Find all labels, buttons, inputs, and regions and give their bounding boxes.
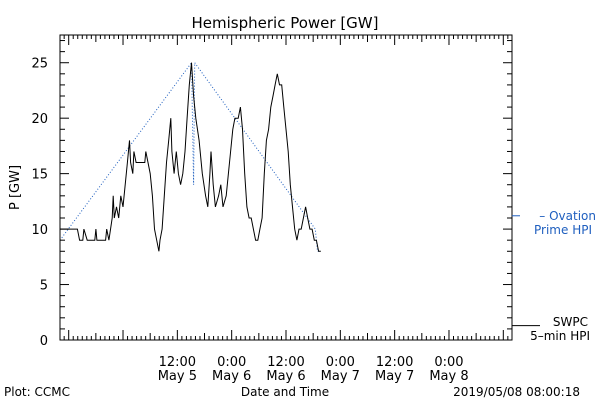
x-tick-date-label: May 5 bbox=[158, 369, 197, 384]
series-swpc-5min-hpi bbox=[60, 62, 321, 252]
x-tick-date-label: May 8 bbox=[429, 369, 468, 384]
y-tick-label: 20 bbox=[31, 112, 48, 127]
footer-plot-credit: Plot: CCMC bbox=[4, 385, 70, 399]
y-tick-label: 5 bbox=[40, 279, 48, 294]
y-tick-label: 10 bbox=[31, 223, 48, 238]
x-tick-date-label: May 7 bbox=[375, 369, 414, 384]
x-tick-time-label: 12:00 bbox=[159, 355, 196, 370]
ovation-label-line2: Prime HPI bbox=[534, 223, 592, 237]
chart-title: Hemispheric Power [GW] bbox=[192, 14, 379, 32]
ovation-line bbox=[59, 61, 321, 252]
ovation-label-line1: – Ovation bbox=[539, 209, 596, 223]
swpc-label-line2: 5–min HPI bbox=[530, 329, 590, 343]
x-tick-time-label: 0:00 bbox=[217, 355, 246, 370]
y-tick-label: 0 bbox=[40, 334, 48, 349]
y-tick-label: 15 bbox=[31, 168, 48, 183]
y-axis-label: P [GW] bbox=[8, 165, 23, 210]
footer-timestamp: 2019/05/08 08:00:18 bbox=[453, 385, 580, 399]
swpc-line bbox=[60, 62, 321, 252]
x-tick-time-label: 0:00 bbox=[326, 355, 355, 370]
plot-frame bbox=[59, 34, 513, 341]
swpc-label-line1: SWPC bbox=[553, 315, 588, 329]
x-tick-date-label: May 6 bbox=[266, 369, 305, 384]
x-tick-date-label: May 6 bbox=[212, 369, 251, 384]
x-tick-time-label: 12:00 bbox=[267, 355, 304, 370]
x-axis-label: Date and Time bbox=[241, 385, 329, 399]
y-axis: 0 5 10 15 20 25 bbox=[31, 40, 512, 349]
x-tick-date-label: May 7 bbox=[321, 369, 360, 384]
x-tick-time-label: 12:00 bbox=[376, 355, 413, 370]
x-tick-time-label: 0:00 bbox=[434, 355, 463, 370]
y-tick-label: 25 bbox=[31, 57, 48, 72]
